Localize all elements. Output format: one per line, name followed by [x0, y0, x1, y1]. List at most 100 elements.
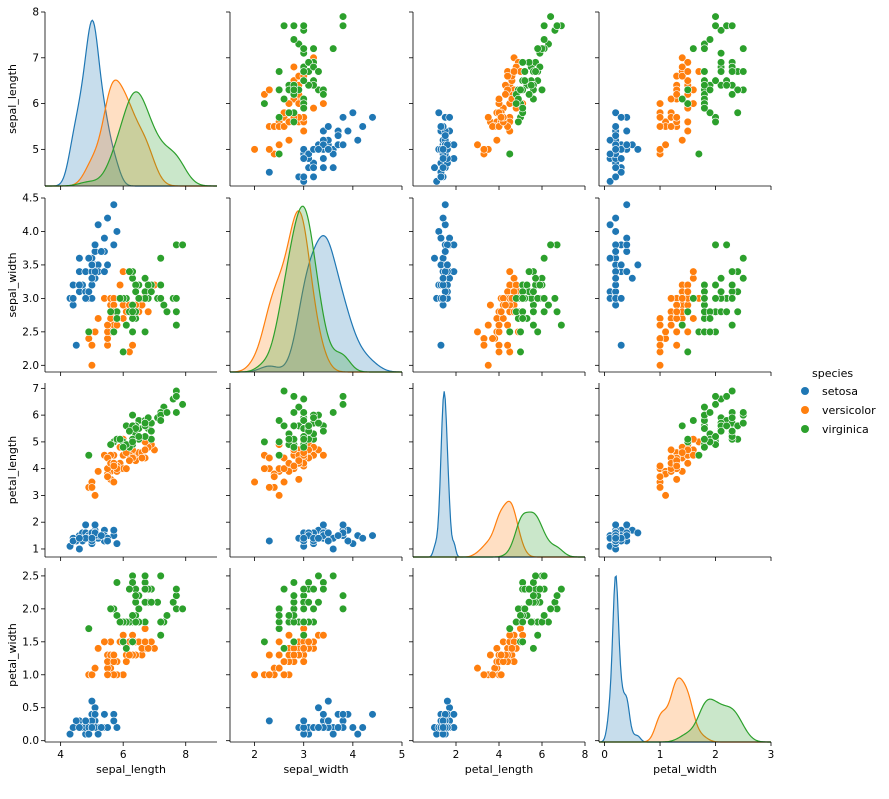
point-virginica: [119, 443, 128, 452]
legend-item-versicolor: versicolor: [801, 404, 876, 417]
point-virginica: [319, 90, 328, 99]
legend: species setosa versicolor virginica: [801, 367, 876, 436]
point-virginica: [728, 21, 737, 30]
point-setosa: [97, 723, 106, 732]
point-virginica: [728, 413, 737, 422]
point-virginica: [329, 571, 338, 581]
point-versicolor: [279, 464, 289, 473]
x-tick-label: 6: [539, 749, 546, 761]
point-virginica: [728, 90, 737, 99]
point-versicolor: [486, 650, 495, 660]
point-virginica: [319, 427, 328, 436]
kde-fill-versicolor: [230, 210, 402, 372]
point-setosa: [319, 710, 328, 719]
point-virginica: [147, 427, 156, 436]
point-versicolor: [87, 361, 97, 370]
point-virginica: [683, 307, 692, 316]
point-virginica: [529, 307, 538, 316]
point-virginica: [156, 571, 165, 581]
point-setosa: [611, 274, 620, 283]
point-versicolor: [128, 341, 137, 350]
point-virginica: [524, 598, 534, 607]
point-virginica: [159, 300, 168, 310]
point-versicolor: [509, 67, 519, 76]
point-virginica: [309, 584, 318, 594]
point-virginica: [716, 274, 726, 283]
point-versicolor: [289, 650, 298, 660]
point-virginica: [172, 307, 181, 316]
panel-sepal_length-vs-petal_length: [409, 11, 586, 190]
point-virginica: [112, 611, 122, 620]
point-setosa: [611, 213, 620, 223]
point-setosa: [84, 287, 93, 296]
point-virginica: [289, 591, 298, 600]
point-setosa: [449, 710, 458, 719]
point-versicolor: [484, 321, 493, 330]
panel-sepal_width-vs-sepal_length: 2.0 2.5 3.0 3.5 4.0 4.5 sepal_width: [6, 193, 217, 376]
point-virginica: [544, 300, 553, 310]
point-virginica: [299, 435, 308, 444]
point-virginica: [279, 386, 289, 396]
point-setosa: [309, 163, 318, 172]
point-virginica: [540, 21, 549, 30]
point-setosa: [109, 200, 118, 209]
point-versicolor: [683, 287, 692, 296]
point-versicolor: [140, 637, 150, 646]
point-versicolor: [90, 491, 100, 500]
point-virginica: [711, 432, 720, 441]
point-setosa: [439, 145, 448, 154]
point-virginica: [131, 591, 140, 600]
point-setosa: [103, 260, 112, 270]
point-versicolor: [667, 94, 676, 104]
point-virginica: [128, 307, 137, 316]
point-setosa: [112, 227, 122, 236]
point-virginica: [329, 408, 338, 417]
point-virginica: [329, 44, 338, 53]
point-virginica: [140, 584, 150, 594]
point-setosa: [299, 716, 308, 726]
point-setosa: [605, 220, 615, 229]
point-virginica: [309, 604, 318, 613]
point-setosa: [605, 254, 615, 263]
x-tick-label: 8: [582, 749, 589, 761]
point-virginica: [700, 294, 709, 303]
point-virginica: [309, 413, 318, 422]
point-versicolor: [289, 62, 298, 72]
point-virginica: [546, 604, 555, 613]
point-versicolor: [270, 472, 279, 481]
point-virginica: [299, 604, 308, 613]
point-virginica: [689, 416, 698, 425]
point-versicolor: [299, 657, 308, 666]
point-virginica: [162, 408, 172, 417]
point-versicolor: [275, 637, 284, 646]
point-virginica: [728, 427, 737, 436]
point-versicolor: [319, 99, 328, 108]
point-setosa: [265, 716, 274, 726]
point-setosa: [622, 140, 631, 149]
point-virginica: [733, 307, 742, 316]
point-setosa: [314, 723, 323, 732]
point-virginica: [524, 90, 534, 99]
point-versicolor: [250, 145, 259, 154]
point-versicolor: [275, 491, 284, 500]
point-virginica: [552, 591, 562, 600]
point-setosa: [368, 113, 377, 122]
point-virginica: [505, 624, 514, 633]
point-setosa: [112, 539, 122, 548]
point-virginica: [546, 240, 555, 249]
point-virginica: [125, 427, 134, 436]
point-versicolor: [484, 361, 493, 370]
point-virginica: [299, 631, 308, 640]
point-setosa: [334, 131, 343, 140]
point-virginica: [178, 240, 187, 249]
point-virginica: [505, 327, 514, 336]
point-versicolor: [689, 314, 698, 323]
point-virginica: [275, 113, 284, 122]
point-virginica: [683, 85, 692, 94]
point-virginica: [700, 67, 709, 76]
point-virginica: [540, 307, 549, 316]
point-versicolor: [319, 451, 328, 460]
point-versicolor: [122, 464, 131, 473]
point-versicolor: [661, 140, 670, 149]
point-versicolor: [501, 90, 510, 99]
